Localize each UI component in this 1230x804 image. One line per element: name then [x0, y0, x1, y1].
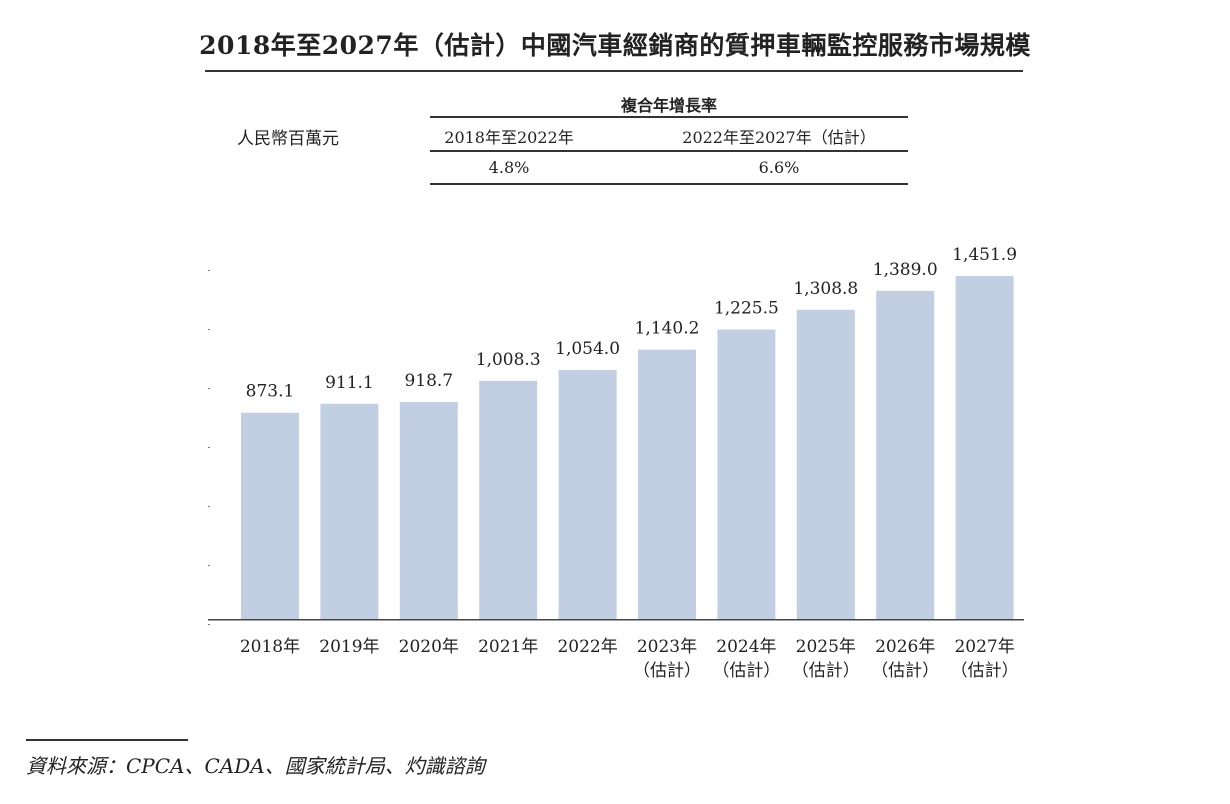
bar	[399, 401, 458, 619]
unit-label: 人民幣百萬元	[237, 129, 339, 149]
y-axis-tick	[208, 624, 210, 625]
x-tick-label: （估計）	[633, 661, 701, 681]
bar	[638, 349, 696, 619]
cagr-header: 複合年增長率	[620, 96, 717, 115]
cagr-period-2: 2022年至2027年（估計）	[682, 128, 876, 147]
cagr-value-1: 4.8%	[488, 158, 530, 177]
x-tick-label: （估計）	[951, 661, 1019, 681]
x-tick-label: （估計）	[792, 661, 860, 681]
y-axis-tick	[208, 329, 210, 330]
data-label: 911.1	[325, 373, 374, 393]
bar	[241, 412, 299, 619]
x-axis-line	[208, 619, 1024, 621]
chart-title: 2018年至2027年（估計）中國汽車經銷商的質押車輛監控服務市場規模	[199, 31, 1031, 60]
data-label: 1,008.3	[476, 350, 541, 370]
x-tick-label: 2025年	[796, 637, 856, 657]
bar	[955, 276, 1014, 619]
cagr-rule-top	[430, 116, 908, 118]
data-label: 873.1	[246, 382, 295, 402]
bar	[717, 329, 776, 619]
bar	[796, 309, 855, 619]
x-tick-label: 2027年	[954, 637, 1014, 657]
x-tick-label: （估計）	[871, 661, 939, 681]
bar-chart: 873.1 2018年 911.1 2019年 918.7 2020年 1,008.3 202…	[208, 245, 1024, 681]
x-tick-label: 2021年	[478, 637, 538, 657]
bar	[320, 403, 379, 619]
x-tick-label: 2020年	[399, 637, 459, 657]
data-label: 1,451.9	[952, 245, 1017, 265]
x-tick-label: 2018年	[240, 637, 300, 657]
data-label: 918.7	[404, 371, 453, 391]
y-axis-tick	[208, 388, 210, 389]
x-tick-label: 2024年	[716, 637, 776, 657]
bar	[876, 290, 935, 619]
y-axis-tick	[208, 565, 210, 566]
source-rule	[26, 739, 188, 741]
y-axis-tick	[208, 447, 210, 448]
data-label: 1,308.8	[793, 279, 858, 299]
data-label: 1,140.2	[635, 319, 700, 339]
cagr-rule-bottom	[430, 183, 908, 185]
data-label: 1,389.0	[873, 260, 938, 280]
x-tick-label: 2022年	[557, 637, 617, 657]
cagr-period-1: 2018年至2022年	[444, 128, 574, 147]
x-tick-label: （估計）	[712, 661, 780, 681]
cagr-value-2: 6.6%	[758, 158, 800, 177]
x-tick-label: 2026年	[875, 637, 935, 657]
x-tick-label: 2019年	[319, 637, 379, 657]
y-axis-tick	[208, 506, 210, 507]
source-note: 資料來源：CPCA、CADA、國家統計局、灼識諮詢	[26, 754, 485, 778]
bar	[558, 370, 617, 619]
x-tick-label: 2023年	[637, 637, 697, 657]
bar	[479, 380, 538, 619]
data-label: 1,054.0	[555, 339, 620, 359]
y-axis-tick	[208, 270, 210, 271]
cagr-rule-mid	[430, 150, 908, 152]
title-underline	[205, 70, 1023, 72]
data-label: 1,225.5	[714, 298, 779, 318]
